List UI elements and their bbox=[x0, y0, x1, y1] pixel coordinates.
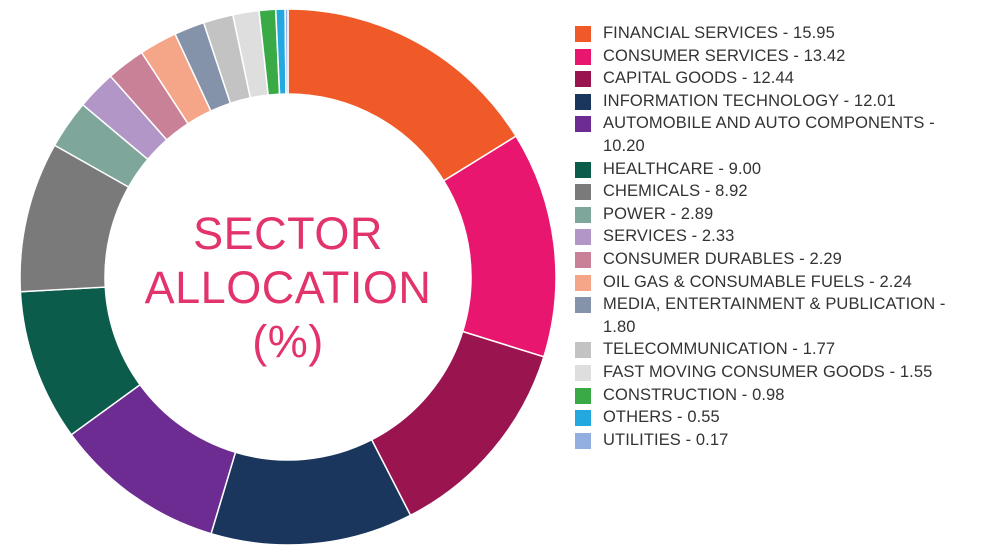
legend-label-12: TELECOMMUNICATION - 1.77 bbox=[603, 340, 836, 359]
chart-center-title: SECTOR ALLOCATION (%) bbox=[113, 207, 463, 369]
legend-swatch-9 bbox=[575, 251, 591, 268]
legend-label-2: CAPITAL GOODS - 12.44 bbox=[603, 69, 794, 88]
donut-chart bbox=[19, 8, 557, 546]
legend-label-0: FINANCIAL SERVICES - 15.95 bbox=[603, 24, 835, 42]
legend-label-1: CONSUMER SERVICES - 13.42 bbox=[603, 46, 846, 65]
pie-slice-16 bbox=[284, 8, 289, 95]
legend-item-9: CONSUMER DURABLES - 2.29 bbox=[575, 248, 975, 271]
legend-swatch-15 bbox=[575, 410, 591, 427]
legend-swatch-8 bbox=[575, 229, 591, 246]
legend-item-3: INFORMATION TECHNOLOGY - 12.01 bbox=[575, 90, 975, 113]
legend-item-7: POWER - 2.89 bbox=[575, 203, 975, 226]
legend-item-14: CONSTRUCTION - 0.98 bbox=[575, 384, 975, 407]
legend-swatch-7 bbox=[575, 206, 591, 223]
legend-swatch-12 bbox=[575, 342, 591, 359]
legend-item-6: CHEMICALS - 8.92 bbox=[575, 180, 975, 203]
legend-swatch-10 bbox=[575, 274, 591, 291]
center-title-line-2: ALLOCATION bbox=[144, 262, 432, 313]
legend-swatch-13 bbox=[575, 364, 591, 381]
legend-swatch-6 bbox=[575, 184, 591, 201]
legend-label-9: CONSUMER DURABLES - 2.29 bbox=[603, 249, 842, 268]
legend-item-11: MEDIA, ENTERTAINMENT & PUBLICATION - 1.8… bbox=[575, 293, 975, 338]
center-title-line-3: (%) bbox=[252, 316, 324, 367]
chart-legend: FINANCIAL SERVICES - 15.95 CONSUMER SERVI… bbox=[575, 22, 975, 451]
legend-item-2: CAPITAL GOODS - 12.44 bbox=[575, 67, 975, 90]
legend-item-13: FAST MOVING CONSUMER GOODS - 1.55 bbox=[575, 361, 975, 384]
center-title-line-1: SECTOR bbox=[193, 208, 383, 259]
legend-item-15: OTHERS - 0.55 bbox=[575, 406, 975, 429]
legend-label-6: CHEMICALS - 8.92 bbox=[603, 182, 748, 201]
legend-swatch-5 bbox=[575, 161, 591, 178]
legend-label-3: INFORMATION TECHNOLOGY - 12.01 bbox=[603, 91, 896, 110]
legend-label-5: HEALTHCARE - 9.00 bbox=[603, 159, 762, 178]
legend-swatch-14 bbox=[575, 387, 591, 404]
legend-swatch-3 bbox=[575, 93, 591, 110]
legend-swatch-2 bbox=[575, 71, 591, 88]
legend-item-0: FINANCIAL SERVICES - 15.95 bbox=[575, 22, 975, 45]
legend-label-14: CONSTRUCTION - 0.98 bbox=[603, 385, 785, 404]
legend-label-10: OIL GAS & CONSUMABLE FUELS - 2.24 bbox=[603, 272, 912, 291]
pie-slice-3 bbox=[210, 438, 412, 546]
legend-item-10: OIL GAS & CONSUMABLE FUELS - 2.24 bbox=[575, 271, 975, 294]
legend-swatch-16 bbox=[575, 432, 591, 449]
legend-label-4: AUTOMOBILE AND AUTO COMPONENTS - 10.20 bbox=[603, 114, 935, 155]
legend-item-16: UTILITIES - 0.17 bbox=[575, 429, 975, 452]
legend-item-4: AUTOMOBILE AND AUTO COMPONENTS - 10.20 bbox=[575, 112, 975, 157]
legend-swatch-0 bbox=[575, 26, 591, 42]
legend-label-7: POWER - 2.89 bbox=[603, 204, 714, 223]
legend-label-8: SERVICES - 2.33 bbox=[603, 227, 735, 246]
legend-label-11: MEDIA, ENTERTAINMENT & PUBLICATION - 1.8… bbox=[603, 295, 946, 336]
legend-item-12: TELECOMMUNICATION - 1.77 bbox=[575, 338, 975, 361]
legend-item-1: CONSUMER SERVICES - 13.42 bbox=[575, 45, 975, 68]
pie-slice-0 bbox=[287, 8, 518, 182]
legend-swatch-1 bbox=[575, 48, 591, 65]
legend-label-13: FAST MOVING CONSUMER GOODS - 1.55 bbox=[603, 362, 933, 381]
legend-label-16: UTILITIES - 0.17 bbox=[603, 430, 729, 449]
legend-label-15: OTHERS - 0.55 bbox=[603, 408, 720, 427]
legend-item-5: HEALTHCARE - 9.00 bbox=[575, 158, 975, 181]
legend-swatch-11 bbox=[575, 297, 591, 314]
legend-item-8: SERVICES - 2.33 bbox=[575, 225, 975, 248]
legend-swatch-4 bbox=[575, 116, 591, 133]
